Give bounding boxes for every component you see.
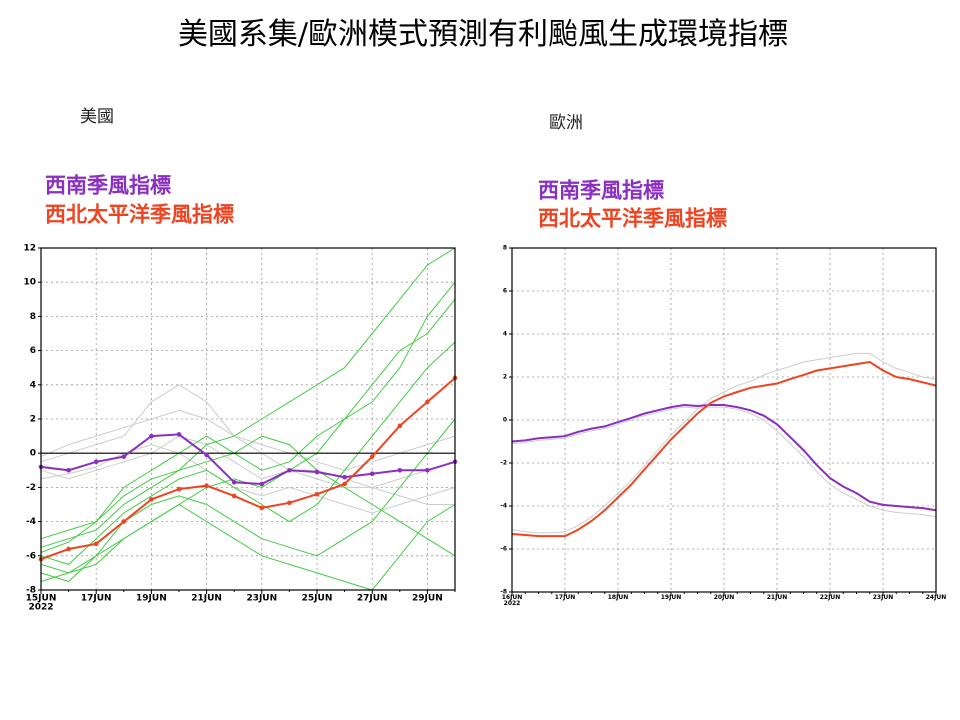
y-tick-label: 6 xyxy=(503,288,507,295)
series-marker xyxy=(342,474,347,480)
series-marker xyxy=(287,468,292,473)
plot-frame xyxy=(40,247,456,591)
x-tick-label: 17JUN xyxy=(81,594,112,604)
series-marker xyxy=(314,469,320,475)
x-tick-label: 15JUN xyxy=(26,594,57,604)
legend-entry: 西南季風指標 xyxy=(45,173,171,198)
series-marker xyxy=(204,483,209,488)
ensemble-member xyxy=(40,409,456,471)
ensemble-member xyxy=(511,406,937,518)
ensemble-member xyxy=(40,298,456,553)
x-tick-label: 19JUN xyxy=(661,594,681,601)
series-marker xyxy=(397,423,403,429)
series-marker xyxy=(369,454,375,459)
y-tick-label: -6 xyxy=(26,551,36,561)
x-tick-label: 17JUN xyxy=(555,594,575,601)
y-tick-label: 8 xyxy=(30,312,36,322)
slide-title: 美國系集/歐洲模式預測有利颱風生成環境指標 xyxy=(178,17,788,52)
x-tick-label: 21JUN xyxy=(767,594,787,601)
x-tick-label: 19JUN xyxy=(136,594,167,604)
series-marker xyxy=(121,454,127,459)
series-marker xyxy=(342,481,347,487)
x-tick-label: 20JUN xyxy=(714,594,734,601)
ensemble-member xyxy=(40,418,456,583)
series-marker xyxy=(93,541,99,547)
y-tick-label: -6 xyxy=(500,546,507,553)
x-tick-label: 22JUN xyxy=(820,594,840,601)
series-marker xyxy=(66,546,71,552)
x-tick-label: 24JUN xyxy=(926,594,946,601)
legend-entry: 西北太平洋季風指標 xyxy=(45,202,234,227)
x-tick-label: 21JUN xyxy=(191,594,222,604)
series-marker xyxy=(93,459,99,465)
series-marker xyxy=(369,471,375,477)
y-tick-label: 0 xyxy=(30,449,36,459)
x-tick-label: 29JUN xyxy=(412,594,443,604)
ensemble-member xyxy=(40,341,456,565)
ensemble-member xyxy=(40,247,456,548)
series-line xyxy=(40,433,456,486)
series-line xyxy=(40,377,456,561)
y-tick-label: -8 xyxy=(26,586,36,596)
y-tick-label: 0 xyxy=(503,417,507,424)
y-tick-label: -2 xyxy=(500,460,507,467)
series-line xyxy=(511,360,937,538)
y-tick-label: 12 xyxy=(23,244,36,254)
chart-subtitle: 美國 xyxy=(80,107,114,127)
series-marker xyxy=(149,433,154,439)
y-tick-label: -8 xyxy=(500,589,507,596)
y-tick-label: 4 xyxy=(30,380,36,390)
ensemble-member xyxy=(40,435,456,557)
ensemble-member xyxy=(40,435,456,488)
y-tick-label: 2 xyxy=(503,374,507,381)
series-marker xyxy=(425,399,430,405)
plot-frame xyxy=(511,247,937,593)
series-marker xyxy=(66,468,71,473)
ensemble-member xyxy=(511,352,937,534)
x-tick-label: 23JUN xyxy=(246,594,277,604)
series-marker xyxy=(176,486,182,492)
series-marker xyxy=(259,481,265,487)
y-tick-label: 8 xyxy=(503,245,507,252)
series-marker xyxy=(149,497,154,502)
x-tick-label: 23JUN xyxy=(873,594,893,601)
x-year-label: 2022 xyxy=(28,603,53,613)
x-tick-label: 25JUN xyxy=(302,594,333,604)
series-marker xyxy=(425,468,430,473)
x-tick-label: 27JUN xyxy=(357,594,388,604)
y-tick-label: -4 xyxy=(26,517,36,527)
x-tick-label: 16JUN xyxy=(502,594,522,601)
series-marker xyxy=(259,505,265,511)
y-tick-label: 10 xyxy=(23,278,36,288)
series-marker xyxy=(287,500,292,506)
y-tick-label: 6 xyxy=(30,346,36,356)
series-marker xyxy=(397,468,403,473)
y-tick-label: -4 xyxy=(500,503,507,510)
series-marker xyxy=(231,479,237,485)
x-tick-label: 18JUN xyxy=(608,594,628,601)
x-year-label: 2022 xyxy=(504,600,521,607)
y-tick-label: 2 xyxy=(30,415,36,425)
series-line xyxy=(511,403,937,512)
series-marker xyxy=(314,491,320,497)
series-marker xyxy=(204,452,209,458)
series-marker xyxy=(121,519,127,524)
legend-entry: 西南季風指標 xyxy=(538,178,664,203)
y-tick-label: -2 xyxy=(26,483,36,493)
y-tick-label: 4 xyxy=(503,331,507,338)
legend-entry: 西北太平洋季風指標 xyxy=(538,206,727,231)
chart-subtitle: 歐洲 xyxy=(549,113,583,133)
series-marker xyxy=(231,493,237,499)
series-marker xyxy=(176,432,182,437)
ensemble-member xyxy=(40,503,456,591)
